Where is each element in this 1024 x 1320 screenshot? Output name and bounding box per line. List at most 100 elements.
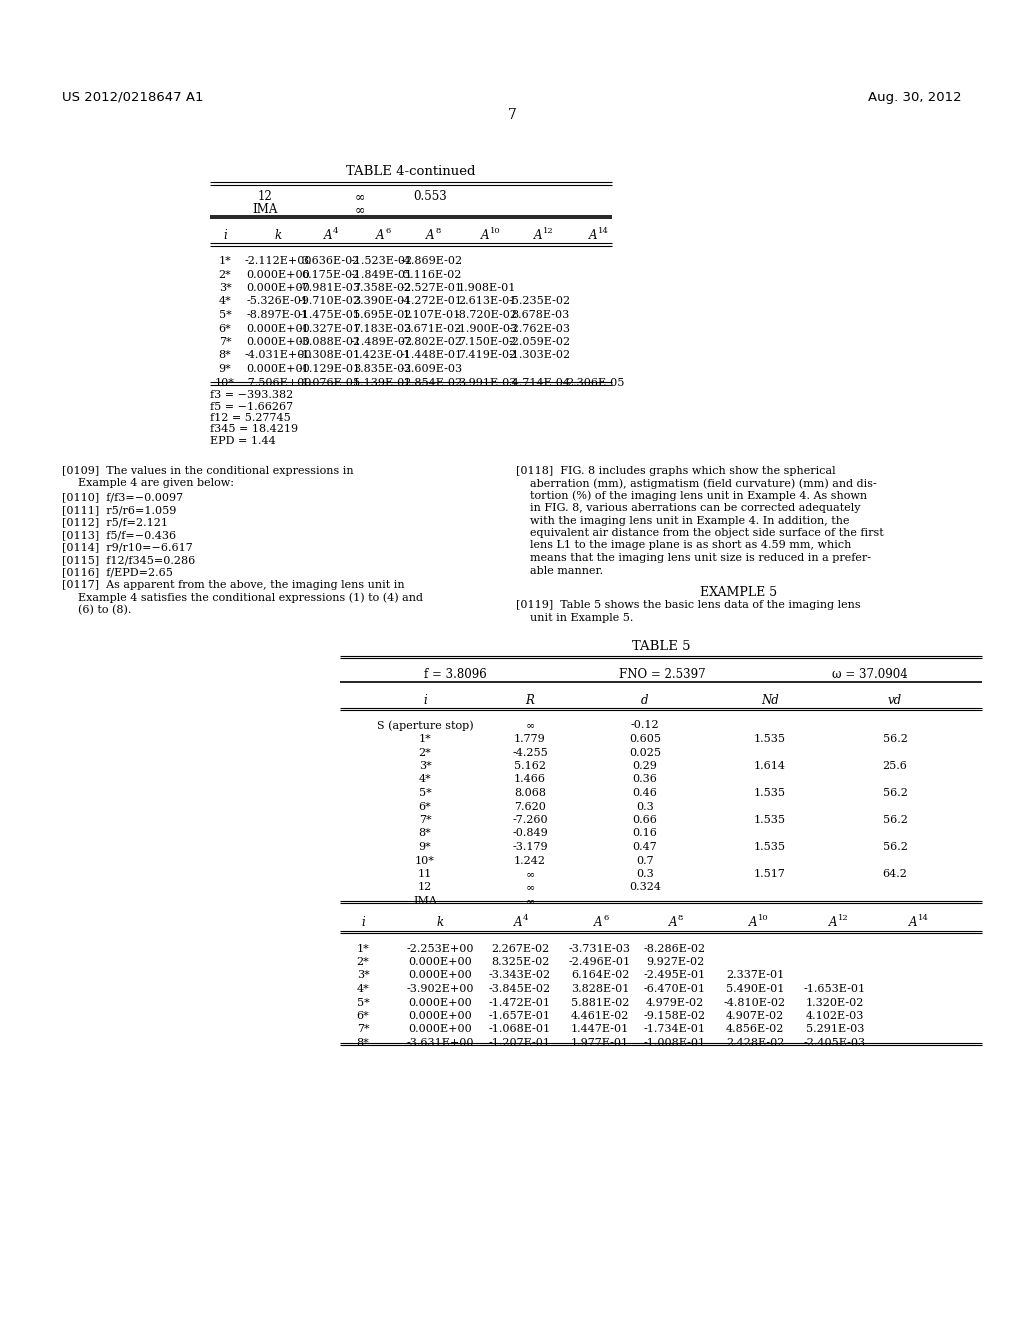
Text: 0.000E+00: 0.000E+00 xyxy=(409,998,472,1007)
Text: -2.405E-03: -2.405E-03 xyxy=(804,1038,866,1048)
Text: 0.3: 0.3 xyxy=(636,869,654,879)
Text: 4*: 4* xyxy=(219,297,231,306)
Text: 0.36: 0.36 xyxy=(633,775,657,784)
Text: 1.466: 1.466 xyxy=(514,775,546,784)
Text: A: A xyxy=(594,916,602,929)
Text: [0117]  As apparent from the above, the imaging lens unit in: [0117] As apparent from the above, the i… xyxy=(62,579,404,590)
Text: unit in Example 5.: unit in Example 5. xyxy=(530,612,634,623)
Text: i: i xyxy=(223,228,227,242)
Text: A: A xyxy=(749,916,758,929)
Text: 8: 8 xyxy=(435,227,440,235)
Text: -1.068E-01: -1.068E-01 xyxy=(488,1024,551,1035)
Text: EPD = 1.44: EPD = 1.44 xyxy=(210,436,275,446)
Text: 5.139E-02: 5.139E-02 xyxy=(353,378,412,388)
Text: with the imaging lens unit in Example 4. In addition, the: with the imaging lens unit in Example 4.… xyxy=(530,516,850,525)
Text: 3*: 3* xyxy=(356,970,370,981)
Text: -3.845E-02: -3.845E-02 xyxy=(488,983,551,994)
Text: 0.605: 0.605 xyxy=(629,734,662,744)
Text: -1.900E-03: -1.900E-03 xyxy=(456,323,518,334)
Text: -4.869E-02: -4.869E-02 xyxy=(401,256,463,267)
Text: 8.325E-02: 8.325E-02 xyxy=(490,957,549,968)
Text: -1.308E-01: -1.308E-01 xyxy=(299,351,361,360)
Text: 2.306E-05: 2.306E-05 xyxy=(566,378,625,388)
Text: [0114]  r9/r10=−6.617: [0114] r9/r10=−6.617 xyxy=(62,543,193,553)
Text: -1.854E-02: -1.854E-02 xyxy=(401,378,463,388)
Text: 2.337E-01: 2.337E-01 xyxy=(726,970,784,981)
Text: -1.523E-02: -1.523E-02 xyxy=(351,256,413,267)
Text: 0.000E+00: 0.000E+00 xyxy=(246,364,310,374)
Text: 9*: 9* xyxy=(219,364,231,374)
Text: 2*: 2* xyxy=(419,747,431,758)
Text: 0.025: 0.025 xyxy=(629,747,662,758)
Text: 7*: 7* xyxy=(419,814,431,825)
Text: 8*: 8* xyxy=(219,351,231,360)
Text: 5.162: 5.162 xyxy=(514,762,546,771)
Text: -5.326E-01: -5.326E-01 xyxy=(247,297,309,306)
Text: 5.291E-03: 5.291E-03 xyxy=(806,1024,864,1035)
Text: -1.129E-01: -1.129E-01 xyxy=(299,364,361,374)
Text: 10: 10 xyxy=(758,915,769,923)
Text: in FIG. 8, various aberrations can be corrected adequately: in FIG. 8, various aberrations can be co… xyxy=(530,503,860,513)
Text: A: A xyxy=(908,916,918,929)
Text: 1.908E-01: 1.908E-01 xyxy=(458,282,516,293)
Text: -9.710E-02: -9.710E-02 xyxy=(299,297,361,306)
Text: -2.527E-01: -2.527E-01 xyxy=(401,282,463,293)
Text: ∞: ∞ xyxy=(354,190,366,203)
Text: -3.731E-03: -3.731E-03 xyxy=(569,944,631,953)
Text: 7.620: 7.620 xyxy=(514,801,546,812)
Text: A: A xyxy=(534,228,543,242)
Text: 4*: 4* xyxy=(356,983,370,994)
Text: 0.66: 0.66 xyxy=(633,814,657,825)
Text: 0.3: 0.3 xyxy=(636,801,654,812)
Text: 3*: 3* xyxy=(219,282,231,293)
Text: -1.489E-02: -1.489E-02 xyxy=(351,337,413,347)
Text: 0.000E+00: 0.000E+00 xyxy=(409,970,472,981)
Text: [0110]  f/f3=−0.0097: [0110] f/f3=−0.0097 xyxy=(62,492,183,503)
Text: 7.419E-02: 7.419E-02 xyxy=(458,351,516,360)
Text: 8: 8 xyxy=(678,915,683,923)
Text: 1.242: 1.242 xyxy=(514,855,546,866)
Text: Aug. 30, 2012: Aug. 30, 2012 xyxy=(868,91,962,104)
Text: -2.496E-01: -2.496E-01 xyxy=(569,957,631,968)
Text: -8.720E-02: -8.720E-02 xyxy=(456,310,518,319)
Text: -1.653E-01: -1.653E-01 xyxy=(804,983,866,994)
Text: -3.343E-02: -3.343E-02 xyxy=(488,970,551,981)
Text: equivalent air distance from the object side surface of the first: equivalent air distance from the object … xyxy=(530,528,884,539)
Text: 8*: 8* xyxy=(356,1038,370,1048)
Text: 1.535: 1.535 xyxy=(754,734,786,744)
Text: ∞: ∞ xyxy=(354,203,366,216)
Text: -7.981E-03: -7.981E-03 xyxy=(299,282,361,293)
Text: 6: 6 xyxy=(385,227,390,235)
Text: [0113]  f5/f=−0.436: [0113] f5/f=−0.436 xyxy=(62,531,176,540)
Text: IMA: IMA xyxy=(413,896,437,906)
Text: 6*: 6* xyxy=(356,1011,370,1020)
Text: f345 = 18.4219: f345 = 18.4219 xyxy=(210,425,298,434)
Text: -1.207E-01: -1.207E-01 xyxy=(489,1038,551,1048)
Text: Nd: Nd xyxy=(761,693,779,706)
Text: 0.7: 0.7 xyxy=(636,855,653,866)
Text: ∞: ∞ xyxy=(525,883,535,892)
Text: US 2012/0218647 A1: US 2012/0218647 A1 xyxy=(62,91,204,104)
Text: 1*: 1* xyxy=(356,944,370,953)
Text: -1.303E-02: -1.303E-02 xyxy=(509,351,571,360)
Text: 3.835E-02: 3.835E-02 xyxy=(353,364,412,374)
Text: -7.506E+00: -7.506E+00 xyxy=(245,378,311,388)
Text: [0116]  f/EPD=2.65: [0116] f/EPD=2.65 xyxy=(62,568,173,578)
Text: 1.977E-01: 1.977E-01 xyxy=(571,1038,629,1048)
Text: 0.000E+00: 0.000E+00 xyxy=(246,282,310,293)
Text: [0109]  The values in the conditional expressions in: [0109] The values in the conditional exp… xyxy=(62,466,353,475)
Text: 1.517: 1.517 xyxy=(754,869,786,879)
Text: 3.390E-01: 3.390E-01 xyxy=(353,297,412,306)
Text: -4.810E-02: -4.810E-02 xyxy=(724,998,786,1007)
Text: A: A xyxy=(376,228,384,242)
Text: 5*: 5* xyxy=(219,310,231,319)
Text: 7.183E-03: 7.183E-03 xyxy=(353,323,411,334)
Text: 4.102E-03: 4.102E-03 xyxy=(806,1011,864,1020)
Text: 5*: 5* xyxy=(356,998,370,1007)
Text: k: k xyxy=(274,228,282,242)
Text: 5.695E-02: 5.695E-02 xyxy=(353,310,412,319)
Text: -6.470E-01: -6.470E-01 xyxy=(644,983,706,994)
Text: f3 = −393.382: f3 = −393.382 xyxy=(210,389,293,400)
Text: -7.802E-02: -7.802E-02 xyxy=(401,337,463,347)
Text: 0.553: 0.553 xyxy=(413,190,446,203)
